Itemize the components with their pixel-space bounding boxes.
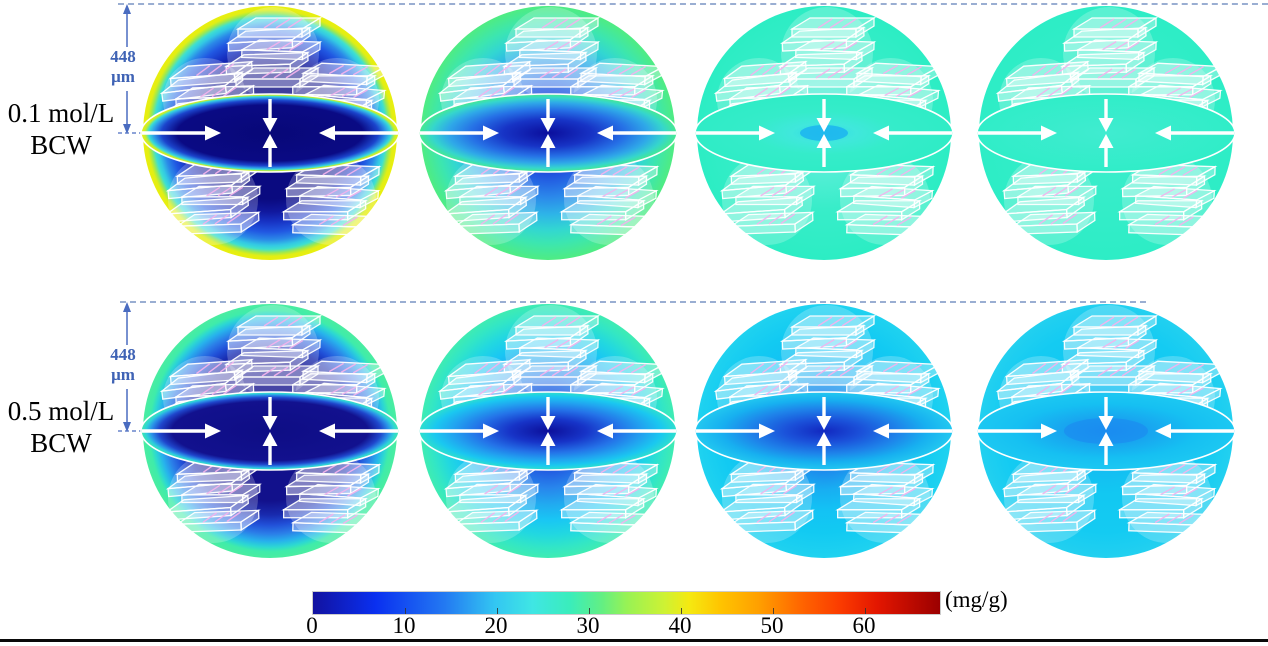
colorbar-tickmark (405, 608, 406, 614)
colorbar-tickmark (589, 608, 590, 614)
colorbar-tickmark (773, 608, 774, 614)
row2-concentration: 0.5 mol/L (7, 396, 115, 426)
colorbar-tick-40: 40 (668, 613, 692, 638)
row1-diameter-value: 448 (110, 47, 136, 66)
particle-map-row1-stage2 (418, 6, 678, 260)
colorbar-tickmark (497, 608, 498, 614)
colorbar-tickmark (865, 608, 866, 614)
particle-map-row2-stage3 (694, 304, 954, 558)
equator-lens (140, 391, 400, 471)
equator-lens (140, 93, 400, 173)
particle-map-row2-stage2 (418, 304, 678, 558)
row1-dimension-arrow-icon (118, 4, 158, 134)
equator-lens (418, 391, 678, 471)
row2-material: BCW (30, 427, 92, 458)
colorbar-tick-60: 60 (852, 613, 876, 638)
colorbar-tick-10: 10 (392, 613, 416, 638)
center-concentration-spot (1064, 418, 1148, 444)
particle-map-row1-stage3 (694, 6, 954, 260)
row2-label: 0.5 mol/L BCW (0, 396, 122, 460)
colorbar-tick-30: 30 (576, 613, 600, 638)
row1-diameter-unit: μm (111, 67, 135, 86)
equator-lens (976, 93, 1236, 173)
center-concentration-spot (800, 125, 848, 141)
colorbar-unit-label: (mg/g) (945, 587, 1008, 612)
row1-concentration: 0.1 mol/L (7, 98, 115, 128)
row2-top-dashed-guide (120, 301, 1146, 303)
colorbar-tick-0: 0 (306, 613, 318, 638)
equator-lens (694, 391, 954, 471)
colorbar (312, 591, 941, 615)
row2-diameter-value: 448 (110, 345, 136, 364)
row1-material: BCW (30, 129, 92, 160)
particle-map-row2-stage1 (140, 304, 400, 558)
bottom-border-rule (0, 639, 1268, 642)
particle-map-row1-stage1 (140, 6, 400, 260)
row2-dimension-arrow-icon (118, 302, 158, 432)
row2-diameter-unit: μm (111, 365, 135, 384)
colorbar-tick-50: 50 (760, 613, 784, 638)
particle-map-row1-stage4 (976, 6, 1236, 260)
particle-map-row2-stage4 (976, 304, 1236, 558)
colorbar-tick-20: 20 (484, 613, 508, 638)
row1-label: 0.1 mol/L BCW (0, 98, 122, 162)
colorbar-tickmark (681, 608, 682, 614)
row1-top-dashed-guide (118, 3, 1268, 5)
equator-lens (418, 93, 678, 173)
